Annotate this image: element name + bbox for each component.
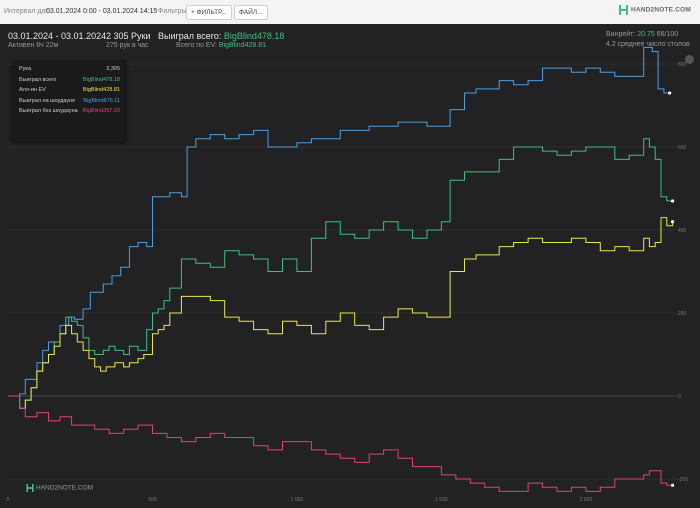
file-button[interactable]: ФАЙЛ... [234, 5, 268, 20]
tooltip-row: Выиграл на шоудауне BigBlind876.11 [19, 98, 120, 104]
chart-ticks: -200 0 200 400 600 800 0 500 1 000 1 500 2 000 [7, 62, 689, 503]
series-line [8, 395, 673, 492]
x-tick-label: 0 [7, 497, 10, 503]
h2n-logo-icon [618, 5, 628, 15]
results-chart: -200 0 200 400 600 800 0 500 1 000 1 500 2 000 [7, 46, 689, 503]
series-line [8, 217, 674, 409]
winrate-tail: 66/100 [656, 31, 679, 38]
series-end-dot [670, 483, 675, 487]
filters-label: Фильтры: [158, 8, 189, 15]
x-tick-label: 500 [148, 497, 157, 503]
x-tick-label: 2 000 [580, 497, 593, 503]
watermark-text: HAND2NOTE.COM [36, 484, 94, 492]
series-end-dot [668, 91, 672, 95]
watermark: HAND2NOTE.COM [26, 484, 93, 492]
tooltip-row-value: BigBlind428.81 [82, 87, 120, 93]
interval-label: Интервал дат: [4, 8, 51, 15]
avg-tables: 4.2 среднее число столов [606, 41, 690, 48]
winrate-value: 20.75 [637, 31, 655, 38]
tooltip-row-label: Алл-ин EV [19, 87, 46, 93]
y-tick-label: 0 [678, 394, 681, 400]
gear-icon[interactable] [685, 55, 694, 64]
won-total-value: BigBlind478.18 [223, 31, 285, 41]
ev-value: BigBlind428.81 [218, 42, 266, 49]
x-tick-label: 1 500 [435, 497, 448, 503]
series-line [8, 46, 670, 397]
date-range: 03.01.2024 - 03.01.2024 [8, 31, 107, 41]
graph-panel: -200 0 200 400 600 800 0 500 1 000 1 500 2 000 03.… [0, 24, 700, 508]
brand-name: HAND2NOTE.COM [630, 6, 691, 14]
tooltip-row-label: Выиграл на шоудауне [19, 97, 76, 104]
tooltip-row: Алл-ин EV BigBlind428.81 [19, 87, 120, 93]
tooltip-row-label: Выиграл без шоудауна [19, 108, 78, 114]
hover-tooltip: Рука 2,305 Выиграл всего BigBlind478.18 Алл-… [12, 60, 126, 142]
x-tick-label: 1 000 [291, 497, 304, 503]
tooltip-row-value: BigBlind876.11 [83, 97, 120, 104]
winrate: Винрейт: 20.75 66/100 [606, 31, 678, 38]
add-filter-button[interactable]: + ФИЛЬТР... [186, 5, 232, 20]
y-tick-label: 800 [678, 62, 687, 68]
y-tick-label: 400 [678, 228, 687, 234]
y-tick-label: 600 [678, 145, 687, 151]
winrate-label: Винрейт: [606, 31, 636, 38]
hands-per-hour: 275 рук в час [106, 42, 149, 49]
ev-total: Всего по EV: BigBlind428.81 [176, 42, 266, 49]
ev-label: Всего по EV: [176, 42, 217, 49]
tooltip-row-label: Выиграл всего [19, 76, 57, 83]
tooltip-row-value: BigBlind478.18 [82, 76, 120, 83]
tooltip-row: Выиграл без шоудауна -BigBlind397.93 [19, 108, 120, 114]
h2n-watermark-icon [26, 484, 34, 492]
tooltip-row: Выиграл всего BigBlind478.18 [19, 77, 120, 83]
interval-selector[interactable]: 03.01.2024 0:00 - 03.01.2024 14:15 [46, 8, 158, 15]
chevron-down-icon[interactable]: ⌄ [142, 7, 148, 14]
tooltip-row-value: 2,305 [106, 66, 120, 72]
top-toolbar: Интервал дат: 03.01.2024 0:00 - 03.01.20… [0, 0, 700, 24]
tooltip-row: Рука 2,305 [19, 66, 120, 72]
y-tick-label: -200 [678, 477, 688, 483]
series-line [8, 138, 673, 409]
hands-count: 2 305 Руки [106, 31, 151, 41]
won-total-label: Выиграл всего: [158, 31, 222, 41]
brand-logo[interactable]: HAND2NOTE.COM [618, 5, 691, 15]
series-end-dot [670, 199, 675, 203]
y-tick-label: 200 [678, 311, 687, 317]
won-total: Выиграл всего: BigBlind478.18 [158, 31, 284, 41]
active-time: Активен 8ч 22м [8, 42, 59, 49]
tooltip-row-label: Рука [19, 66, 32, 72]
series-end-dot [670, 220, 675, 224]
tooltip-row-value: -BigBlind397.93 [81, 108, 120, 114]
chart-lines [8, 46, 675, 492]
